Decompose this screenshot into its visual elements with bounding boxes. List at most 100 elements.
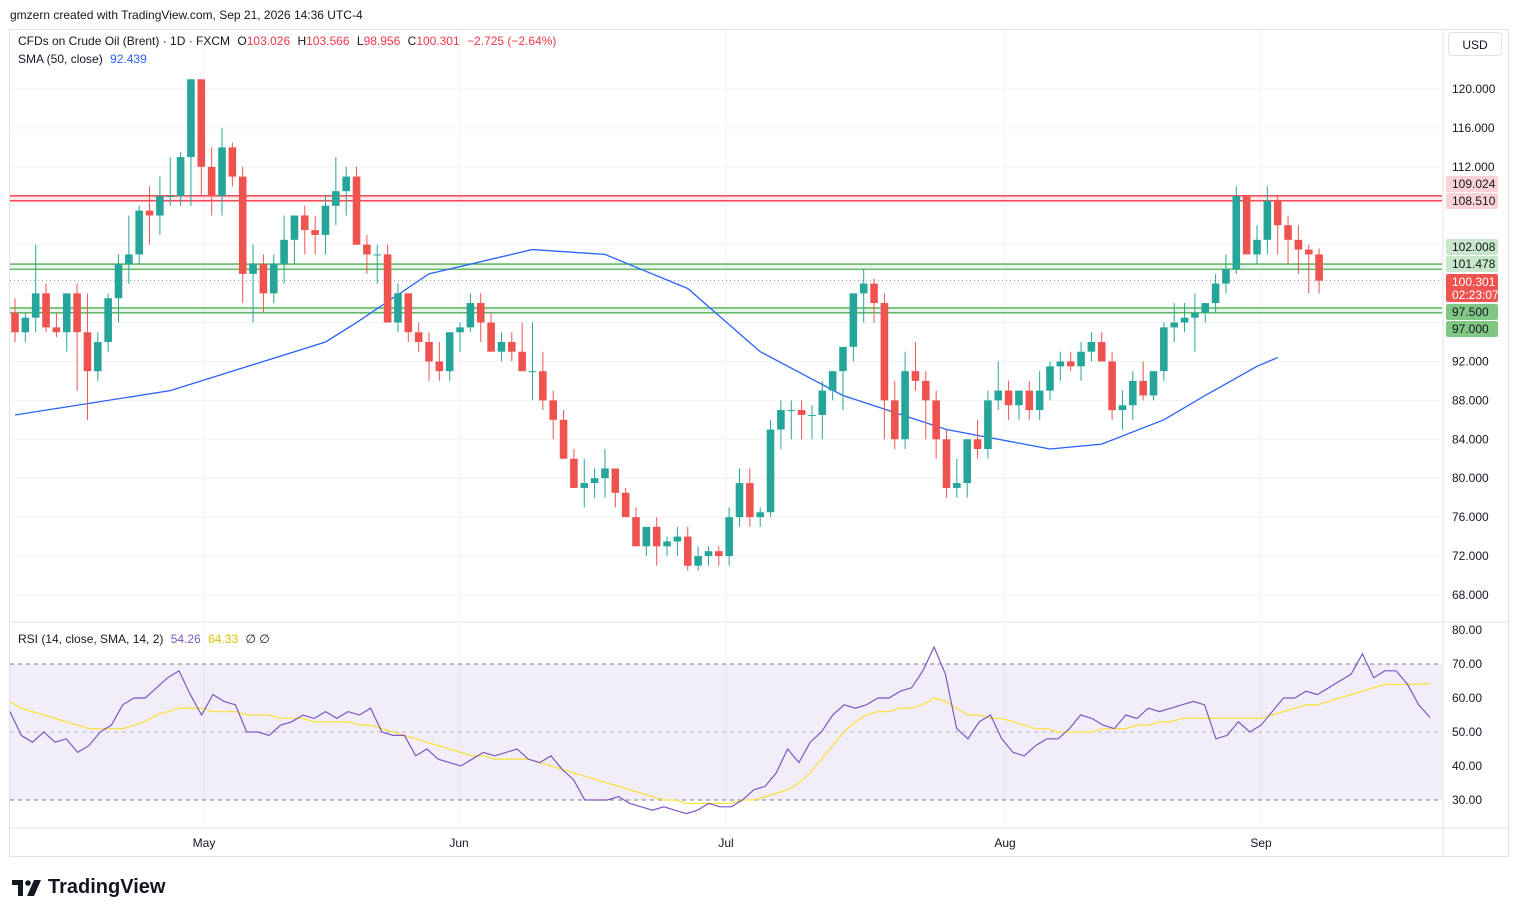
candle-body xyxy=(1160,327,1168,372)
candle-body xyxy=(1170,322,1178,328)
candle-body xyxy=(1232,196,1241,270)
candle-body xyxy=(259,264,268,294)
price-tick-label: 68.000 xyxy=(1452,588,1489,602)
candle-body xyxy=(249,264,257,274)
rsi-tick-label: 30.00 xyxy=(1452,793,1482,807)
candle-body xyxy=(808,414,816,416)
candle-body xyxy=(766,429,775,513)
candle-body xyxy=(1097,341,1106,362)
candle-body xyxy=(1263,200,1272,240)
candle-body xyxy=(62,293,71,333)
price-tick-label: 120.000 xyxy=(1452,82,1496,96)
candle-body xyxy=(269,264,278,294)
candle-body xyxy=(1087,341,1096,352)
candle-body xyxy=(1129,380,1137,406)
candle-body xyxy=(11,312,19,333)
footer-brand[interactable]: TradingView xyxy=(12,876,165,899)
candle-body xyxy=(197,79,206,167)
time-tick-label: Aug xyxy=(994,836,1015,850)
candle-body xyxy=(994,390,1003,401)
candle-body xyxy=(83,332,92,372)
candle-body xyxy=(1191,312,1199,318)
candle-body xyxy=(1253,239,1261,255)
open-label: O xyxy=(237,34,247,48)
candle-body xyxy=(145,210,154,216)
candle-body xyxy=(942,439,951,488)
candle-body xyxy=(870,283,878,304)
currency-button[interactable]: USD xyxy=(1448,32,1502,56)
candle-body xyxy=(466,303,475,328)
candle-body xyxy=(1025,390,1034,411)
resistance-upper-badge-label: 109.024 xyxy=(1452,177,1496,191)
candle-body xyxy=(1222,269,1230,284)
candle-body xyxy=(1242,196,1251,255)
candle-body xyxy=(1304,249,1313,255)
candle-body xyxy=(963,439,971,484)
candle-body xyxy=(1149,371,1158,396)
candle-body xyxy=(756,512,764,518)
rsi-tick-label: 50.00 xyxy=(1452,725,1482,739)
close-label: C xyxy=(407,34,417,48)
rsi-line xyxy=(9,645,1431,815)
support-upper-bottom-badge-label: 101.478 xyxy=(1452,257,1496,271)
candle-body xyxy=(859,283,868,294)
candle-body xyxy=(1066,361,1075,367)
candle-body xyxy=(394,293,402,323)
support-lower-bottom-badge-label: 97.000 xyxy=(1452,322,1489,336)
price-tick-label: 72.000 xyxy=(1452,549,1489,563)
time-tick-label: Jun xyxy=(449,836,468,850)
candle-body xyxy=(135,210,143,255)
support-upper-top-badge-label: 102.008 xyxy=(1452,240,1496,254)
change-value: −2.725 (−2.64%) xyxy=(467,34,557,48)
candle-body xyxy=(590,478,599,484)
support-lower-top-badge xyxy=(1446,304,1498,320)
candle-body xyxy=(890,400,899,440)
candle-body xyxy=(207,166,216,197)
candle-body xyxy=(787,410,796,412)
candle-body xyxy=(528,371,537,373)
candle-body xyxy=(1118,405,1127,411)
symbol-name[interactable]: CFDs on Crude Oil (Brent) · 1D · FXCM xyxy=(18,34,231,48)
candle-body xyxy=(156,196,164,216)
rsi-label: RSI (14, close, SMA, 14, 2) xyxy=(18,632,164,646)
candle-body xyxy=(642,526,651,547)
candle-body xyxy=(1315,254,1323,281)
candle-body xyxy=(31,293,40,318)
price-tick-label: 80.000 xyxy=(1452,471,1489,485)
rsi-tick-label: 40.00 xyxy=(1452,759,1482,773)
low-label: L xyxy=(356,34,364,48)
candle-body xyxy=(414,332,423,342)
candle-body xyxy=(228,147,237,177)
candle-body xyxy=(901,371,909,440)
candle-body xyxy=(777,410,785,430)
resistance-lower-badge xyxy=(1446,193,1498,209)
candle-body xyxy=(663,541,671,547)
symbol-legend: CFDs on Crude Oil (Brent) · 1D · FXCM O1… xyxy=(18,34,560,48)
candle-body xyxy=(839,346,847,372)
candle-body xyxy=(342,176,350,192)
tradingview-logo-icon xyxy=(12,879,41,896)
candle-body xyxy=(953,483,961,488)
candle-body xyxy=(601,468,609,479)
candle-body xyxy=(508,341,516,352)
candle-body xyxy=(352,176,361,245)
sma-legend[interactable]: SMA (50, close) 92.439 xyxy=(18,52,151,66)
support-lower-bottom-badge xyxy=(1446,321,1498,337)
candle-body xyxy=(1139,380,1147,396)
rsi-legend[interactable]: RSI (14, close, SMA, 14, 2) 54.26 64.33 … xyxy=(18,632,274,646)
candle-body xyxy=(445,332,454,372)
candle-body xyxy=(715,551,723,557)
last-price-badge xyxy=(1446,274,1498,302)
candle-body xyxy=(1294,239,1303,250)
price-tick-label: 92.000 xyxy=(1452,354,1489,368)
candle-body xyxy=(973,439,982,450)
candle-body xyxy=(497,341,506,352)
candle-body xyxy=(828,371,837,391)
candle-body xyxy=(683,536,692,566)
rsi-tick-label: 60.00 xyxy=(1452,691,1482,705)
candle-body xyxy=(383,254,392,323)
candle-body xyxy=(476,303,485,323)
candle-body xyxy=(280,239,288,265)
candle-body xyxy=(176,157,185,197)
